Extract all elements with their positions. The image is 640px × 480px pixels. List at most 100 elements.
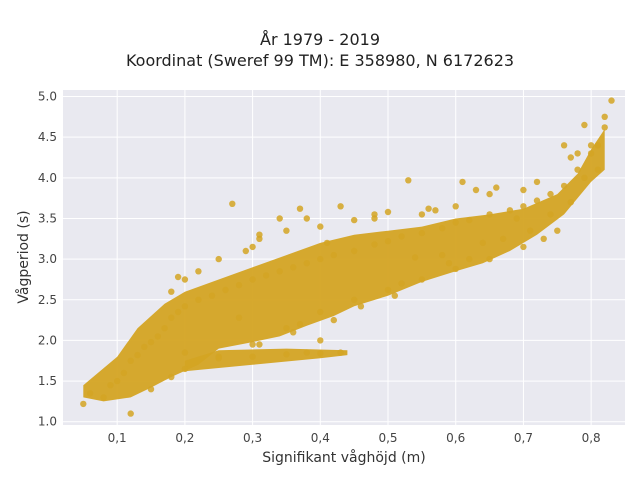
scatter-point [533,178,541,186]
scatter-point [249,276,256,283]
scatter-point [351,296,358,303]
x-tick-label: 0,7 [514,431,533,445]
scatter-point [452,203,459,210]
scatter-point [181,365,189,373]
scatter-point [249,243,256,251]
x-tick-label: 0,6 [446,431,465,445]
scatter-point [418,211,426,218]
scatter-point [330,316,337,324]
scatter-point [134,351,141,359]
scatter-point [398,233,405,240]
scatter-point [323,239,331,247]
scatter-point [242,247,249,255]
scatter-point [276,268,283,275]
scatter-point [283,351,290,358]
scatter-point [276,215,283,222]
scatter-point [147,386,155,393]
scatter-point [405,177,412,184]
scatter-point [168,373,175,381]
scatter-point [472,186,480,194]
scatter-point [466,216,473,224]
scatter-point [357,303,365,310]
scatter-point [567,154,574,161]
x-axis-label: Signifikant våghöjd (m) [262,449,425,466]
scatter-point [445,260,453,267]
scatter-point [574,150,581,157]
scatter-point [86,390,94,397]
scatter-point [432,207,439,214]
scatter-point [452,219,459,226]
scatter-point [337,349,344,356]
scatter-point [256,341,263,348]
scatter-point [499,235,507,242]
scatter-point [195,268,202,275]
scatter-point [439,251,446,259]
scatter-point [384,238,392,245]
y-tick-label: 3.0 [38,252,57,266]
scatter-point [215,255,222,263]
scatter-point [235,314,243,321]
scatter-point [290,329,297,336]
scatter-point [384,208,392,216]
scatter-point [418,229,426,237]
y-tick-label: 1.0 [38,415,57,429]
scatter-point [479,239,486,247]
scatter-point [317,308,324,316]
scatter-point [486,211,493,218]
scatter-point [283,325,290,332]
scatter-point [317,337,324,344]
scatter-point [229,200,236,207]
scatter-point [486,190,493,198]
scatter-point [371,241,378,248]
x-tick-label: 0,5 [378,431,397,445]
scatter-point [520,186,527,194]
scatter-point [411,254,419,261]
scatter-point [181,303,189,310]
scatter-point [256,231,263,238]
scatter-point [222,286,229,294]
scatter-point [208,292,216,299]
scatter-point [249,341,256,348]
scatter-point [249,353,256,360]
scatter-point [391,292,398,299]
x-tick-label: 0,8 [582,431,601,445]
scatter-point [601,124,608,131]
scatter-point [351,216,358,224]
scatter-point [540,235,547,242]
scatter-point [594,166,602,173]
scatter-point [317,255,324,263]
scatter-point [215,355,222,362]
scatter-point [574,166,581,173]
scatter-point [418,276,426,283]
x-tick-label: 0,1 [108,431,127,445]
y-axis-label: Vågperiod (s) [15,210,32,303]
scatter-point [168,288,175,295]
scatter-point [452,265,459,273]
scatter-point [560,142,568,149]
scatter-point [120,369,128,377]
scatter-point [513,215,520,222]
scatter-point [283,227,290,234]
scatter-point [459,178,466,186]
scatter-point [181,276,189,283]
scatter-point [127,410,134,417]
scatter-point [195,296,202,303]
y-tick-label: 5.0 [38,90,57,104]
y-tick-label: 3.5 [38,211,57,225]
scatter-point [587,142,595,149]
scatter-point [100,394,107,401]
y-tick-label: 4.0 [38,171,57,185]
scatter-point [303,349,310,356]
scatter-point [174,273,182,281]
scatter-point [554,227,561,234]
scatter-point [114,377,121,385]
scatter-point [466,255,473,263]
scatter-point [141,343,148,351]
scatter-point [547,190,554,198]
scatter-point [168,314,175,321]
scatter-point [587,150,595,157]
y-tick-label: 1.5 [38,374,57,388]
y-tick-label: 2.0 [38,333,57,347]
